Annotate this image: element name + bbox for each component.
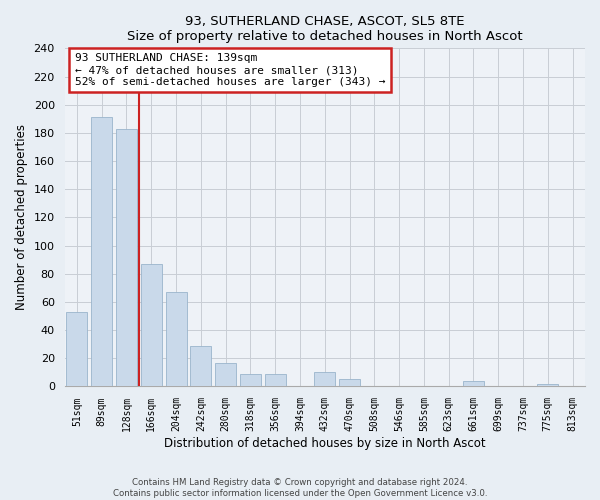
- Bar: [314, 372, 335, 386]
- Bar: [190, 346, 211, 387]
- Title: 93, SUTHERLAND CHASE, ASCOT, SL5 8TE
Size of property relative to detached house: 93, SUTHERLAND CHASE, ASCOT, SL5 8TE Siz…: [127, 15, 523, 43]
- Bar: [537, 384, 559, 386]
- Bar: [116, 128, 137, 386]
- X-axis label: Distribution of detached houses by size in North Ascot: Distribution of detached houses by size …: [164, 437, 485, 450]
- Bar: [166, 292, 187, 386]
- Bar: [265, 374, 286, 386]
- Bar: [67, 312, 88, 386]
- Bar: [339, 380, 360, 386]
- Text: 93 SUTHERLAND CHASE: 139sqm
← 47% of detached houses are smaller (313)
52% of se: 93 SUTHERLAND CHASE: 139sqm ← 47% of det…: [75, 54, 385, 86]
- Bar: [141, 264, 162, 386]
- Bar: [463, 381, 484, 386]
- Bar: [91, 118, 112, 386]
- Text: Contains HM Land Registry data © Crown copyright and database right 2024.
Contai: Contains HM Land Registry data © Crown c…: [113, 478, 487, 498]
- Bar: [215, 362, 236, 386]
- Y-axis label: Number of detached properties: Number of detached properties: [15, 124, 28, 310]
- Bar: [240, 374, 261, 386]
